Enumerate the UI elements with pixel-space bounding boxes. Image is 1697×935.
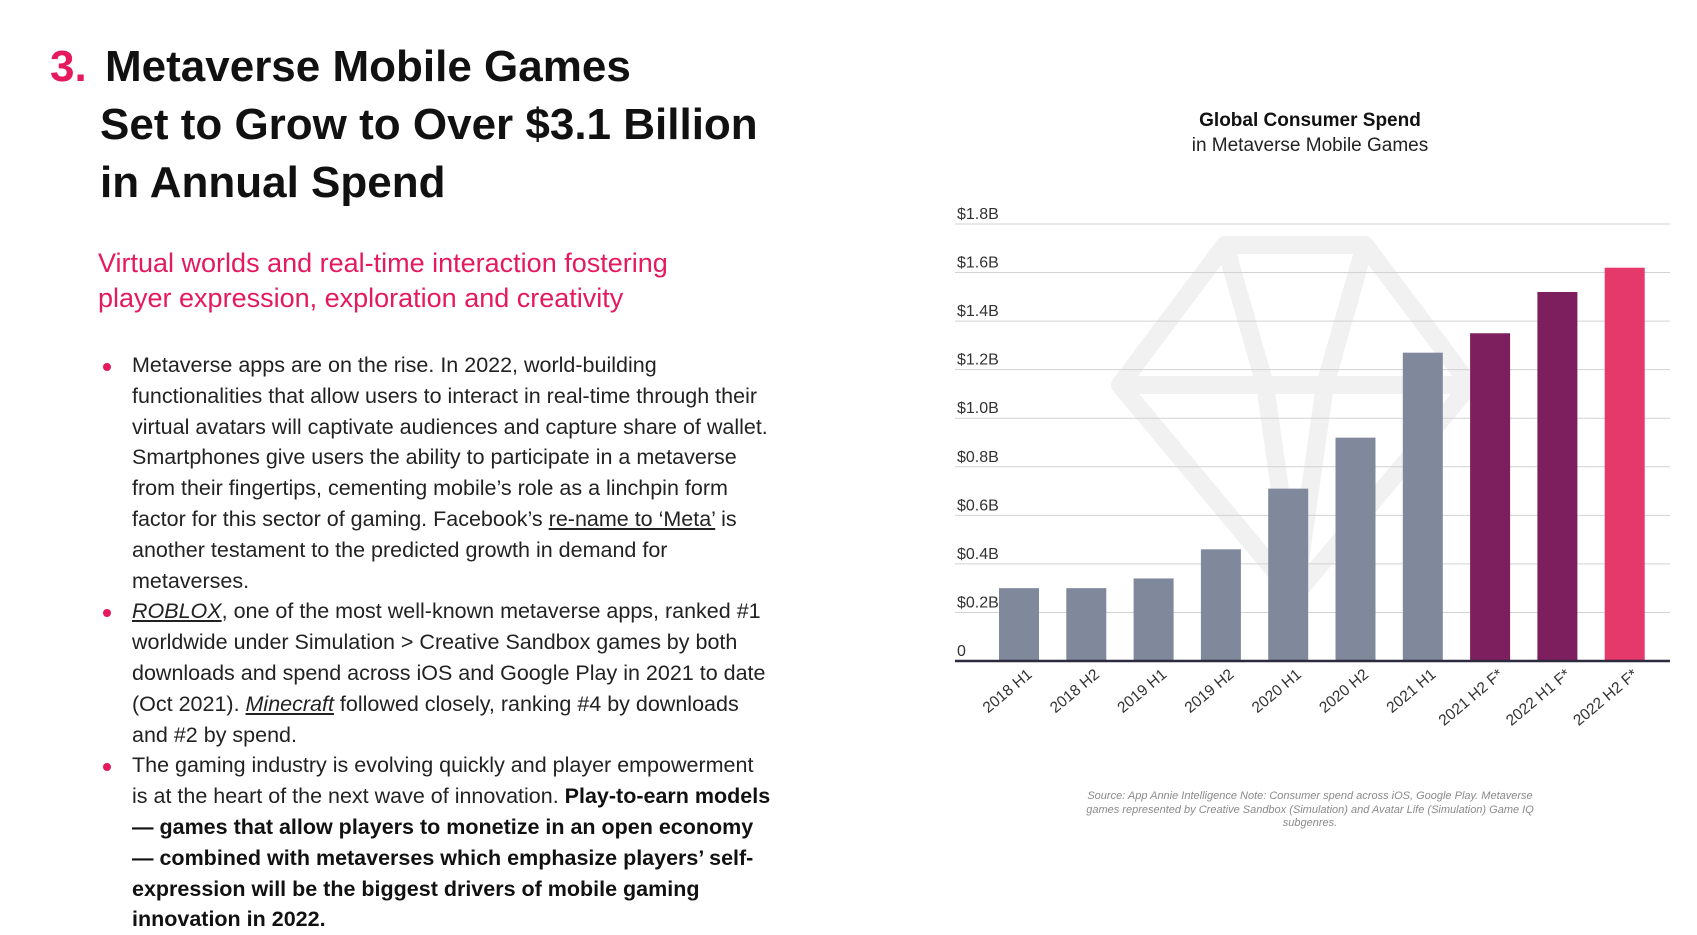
y-tick-label: $0.6B <box>957 497 999 514</box>
y-tick-label: $1.8B <box>957 206 999 223</box>
x-tick-label: 2020 H2 <box>1316 666 1372 717</box>
heading-line-2: Set to Grow to Over $3.1 Billion <box>100 100 758 149</box>
y-axis-labels: 0 $0.2B $0.4B $0.6B $0.8B $1.0B $1.2B $1.4B $1.6… <box>957 206 999 660</box>
heading-line-1: Metaverse Mobile Games <box>105 42 631 91</box>
chart-title: Global Consumer Spend <box>1199 110 1421 131</box>
section-subtitle: Virtual worlds and real-time interaction… <box>98 246 798 316</box>
subtitle-line-1: Virtual worlds and real-time interaction… <box>98 248 668 278</box>
x-axis-labels: 2018 H1 2018 H2 2019 H1 2019 H2 2020 H1 2020 … <box>980 666 1642 729</box>
y-tick-label: $1.4B <box>957 303 999 320</box>
chart-subtitle: in Metaverse Mobile Games <box>1192 135 1429 156</box>
source-note: Source: App Annie Intelligence Note: Con… <box>1086 790 1534 829</box>
bar <box>1470 333 1511 661</box>
bar <box>1537 291 1578 661</box>
bullet-2-text-1: , one of the most well-known metaverse a… <box>132 599 766 716</box>
y-tick-label: $1.6B <box>957 255 999 272</box>
bullet-metaverse-rise: Metaverse apps are on the rise. In 2022,… <box>103 350 773 596</box>
heading-line-3: in Annual Spend <box>100 158 446 207</box>
x-tick-label: 2018 H1 <box>980 666 1036 717</box>
x-tick-label: 2022 H2 F* <box>1570 666 1641 729</box>
roblox-link[interactable]: ROBLOX <box>132 599 222 624</box>
x-tick-label: 2021 H2 F* <box>1436 666 1507 729</box>
bar <box>1268 488 1309 661</box>
x-tick-label: 2018 H2 <box>1047 666 1103 717</box>
minecraft-link[interactable]: Minecraft <box>245 691 334 716</box>
bullet-1-text-2: is another testament to the predicted gr… <box>132 506 737 593</box>
y-tick-label: $0.8B <box>957 449 999 466</box>
bar <box>1402 352 1443 661</box>
bar <box>1604 267 1645 661</box>
y-tick-label: $1.2B <box>957 352 999 369</box>
bar <box>999 588 1039 661</box>
page-heading: 3. Metaverse Mobile Games Set to Grow to… <box>50 38 820 212</box>
x-tick-label: 2020 H1 <box>1249 666 1305 717</box>
x-tick-label: 2019 H1 <box>1114 666 1170 717</box>
section-number: 3. <box>50 42 87 91</box>
subtitle-line-2: player expression, exploration and creat… <box>98 283 624 313</box>
bullet-3-text-1: The gaming industry is evolving quickly … <box>132 753 754 809</box>
bar <box>1133 578 1174 661</box>
bar <box>1200 549 1241 661</box>
y-tick-label: $0.2B <box>957 594 999 611</box>
bullet-list: Metaverse apps are on the rise. In 2022,… <box>103 350 773 935</box>
x-tick-label: 2019 H2 <box>1182 666 1238 717</box>
y-tick-label: $1.0B <box>957 400 999 417</box>
x-tick-label: 2021 H1 <box>1384 666 1440 717</box>
y-tick-label: 0 <box>957 643 966 660</box>
bullet-1-text-1: Metaverse apps are on the rise. In 2022,… <box>132 353 768 531</box>
bullet-2-text-2: followed closely, ranking #4 by download… <box>132 691 739 747</box>
bar <box>1066 588 1107 661</box>
x-tick-label: 2022 H1 F* <box>1503 666 1574 729</box>
meta-rename-link[interactable]: re-name to ‘Meta’ <box>548 506 716 531</box>
bullet-3-bold-text: Play-to-earn models — games that allow p… <box>132 784 771 932</box>
bars <box>999 267 1645 661</box>
bullet-roblox: ROBLOX, one of the most well-known metav… <box>103 596 773 750</box>
bar <box>1335 437 1376 661</box>
bullet-play-to-earn: The gaming industry is evolving quickly … <box>103 750 773 935</box>
y-tick-label: $0.4B <box>957 546 999 563</box>
